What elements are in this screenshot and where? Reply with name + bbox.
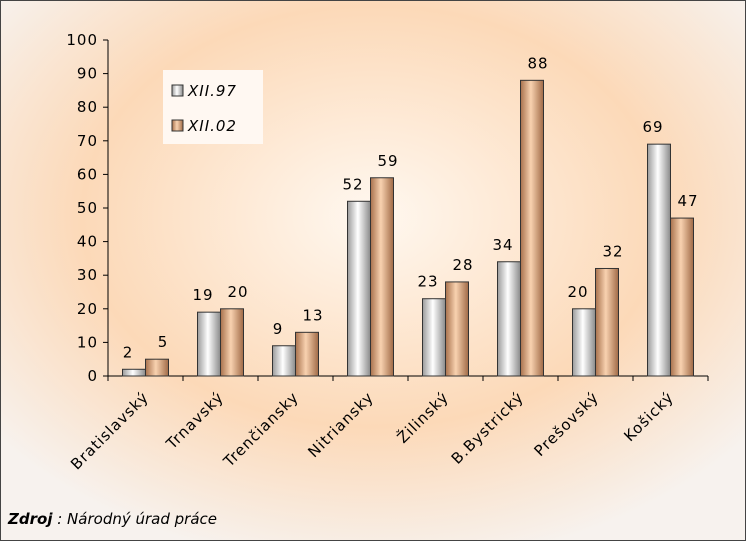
y-tick-label: 10	[77, 333, 98, 351]
value-label: 69	[642, 118, 663, 136]
y-tick-label: 100	[66, 31, 98, 49]
bar	[347, 200, 371, 377]
bar	[295, 331, 319, 377]
y-tick-label: 80	[77, 98, 98, 116]
bar	[422, 298, 446, 377]
bar	[272, 345, 296, 377]
legend-swatch	[171, 84, 184, 97]
source-label: Zdroj	[7, 510, 53, 528]
y-tick-label: 0	[87, 367, 98, 385]
legend-label: XII.02	[187, 117, 237, 135]
y-tick-label: 20	[77, 300, 98, 318]
legend-swatch	[171, 119, 184, 132]
bar	[572, 308, 596, 377]
source-text: : Národný úrad práce	[52, 510, 217, 528]
bar	[445, 281, 469, 377]
value-label: 28	[452, 256, 473, 274]
y-tick-label: 70	[77, 132, 98, 150]
value-label: 88	[527, 54, 548, 72]
bar	[595, 267, 619, 377]
value-label: 52	[342, 175, 363, 193]
bar	[122, 368, 146, 377]
bar	[370, 177, 394, 377]
value-label: 9	[273, 320, 284, 338]
y-tick-label: 60	[77, 165, 98, 183]
y-tick-label: 90	[77, 65, 98, 83]
bar	[647, 143, 671, 377]
y-tick-label: 40	[77, 233, 98, 251]
bar	[670, 217, 694, 377]
value-label: 5	[158, 333, 169, 351]
value-label: 23	[417, 273, 438, 291]
y-tick-label: 30	[77, 266, 98, 284]
value-label: 47	[677, 192, 698, 210]
legend	[163, 70, 263, 144]
value-label: 2	[123, 343, 134, 361]
bar	[220, 308, 244, 377]
bar	[520, 79, 544, 377]
value-label: 32	[602, 242, 623, 260]
value-label: 20	[227, 283, 248, 301]
value-label: 13	[302, 306, 323, 324]
bar	[145, 358, 169, 377]
value-label: 19	[192, 286, 213, 304]
source: Zdroj : Národný úrad práce	[7, 510, 217, 528]
value-label: 59	[377, 152, 398, 170]
value-label: 34	[492, 236, 513, 254]
bar	[197, 311, 221, 377]
y-tick-label: 50	[77, 199, 98, 217]
legend-label: XII.97	[187, 82, 237, 100]
value-label: 20	[567, 283, 588, 301]
bar	[497, 261, 521, 377]
